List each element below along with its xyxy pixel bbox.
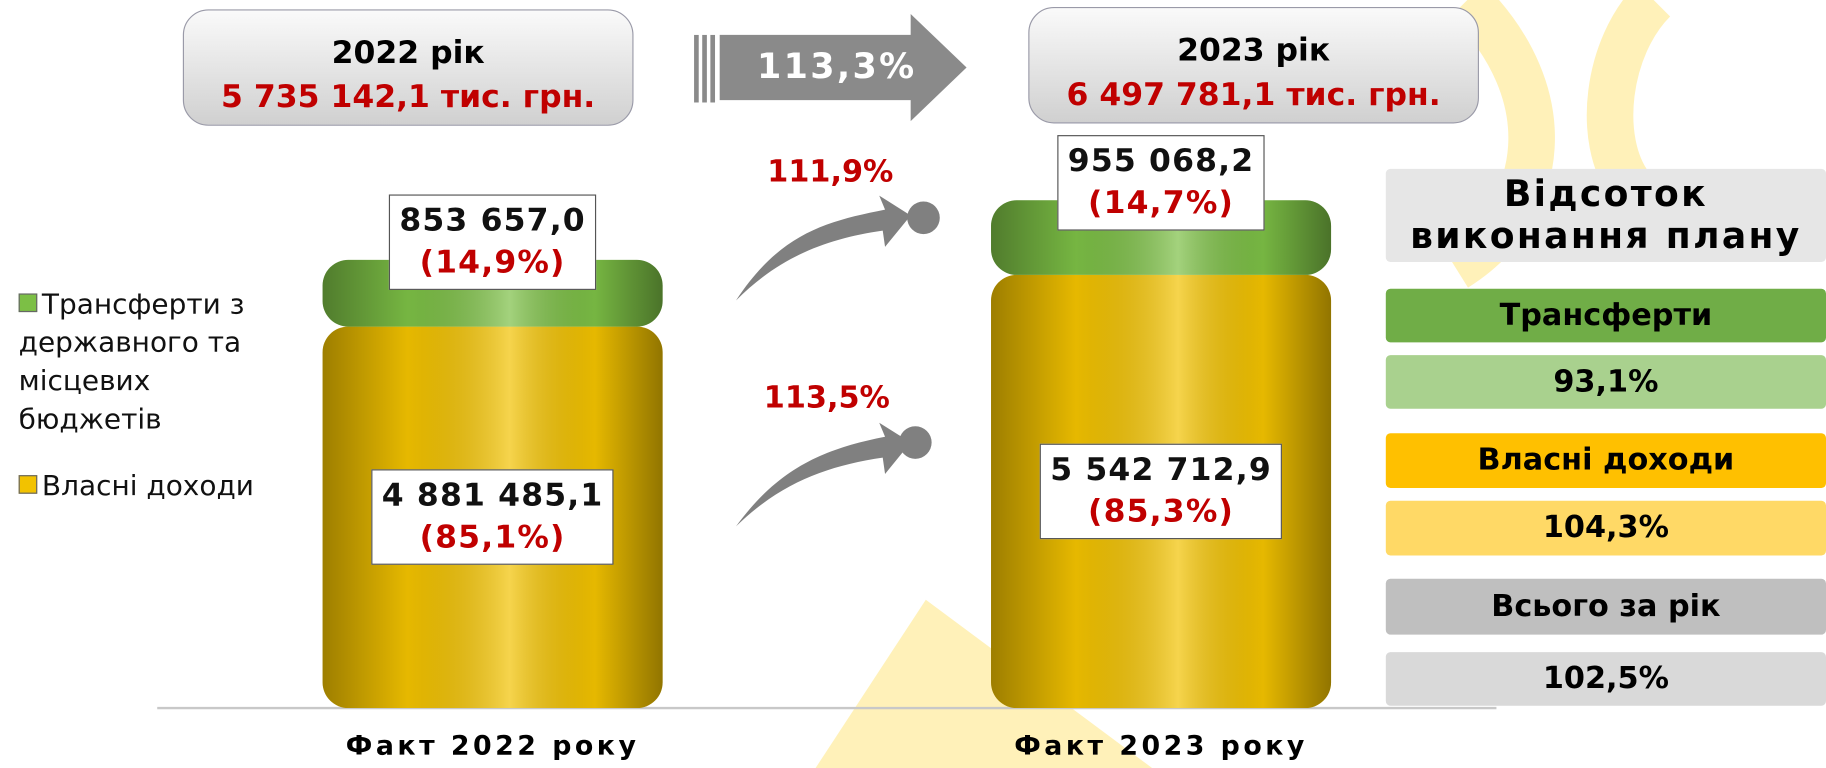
- legend-label: Власні доходи: [41, 469, 254, 502]
- curved-arrow: [735, 195, 940, 527]
- total-box: 2022 рік 5 735 142,1 тис. грн.: [182, 9, 634, 126]
- value-label-box: 853 657,0 (14,9%): [388, 194, 597, 291]
- share-label: (14,7%): [1088, 185, 1235, 222]
- x-tick-label: Факт 2022 року: [345, 731, 640, 762]
- share-label: (85,3%): [1088, 493, 1235, 530]
- background-decor: [815, 599, 1153, 768]
- growth-arrow: [694, 13, 967, 122]
- plan-item-name: Трансферти: [1385, 288, 1826, 343]
- value-label-box: 4 881 485,1 (85,1%): [371, 469, 614, 566]
- plan-item-value: 104,3%: [1385, 500, 1826, 556]
- value-label-box: 955 068,2 (14,7%): [1057, 135, 1265, 231]
- value-label: 4 881 485,1: [381, 477, 604, 514]
- plan-item-name: Власні доходи: [1385, 433, 1826, 488]
- legend-label: Трансферти з державного та місцевих бюдж…: [18, 287, 245, 436]
- total-box: 2023 рік 6 497 781,1 тис. грн.: [1028, 6, 1479, 124]
- legend-marker: [18, 475, 38, 494]
- plan-item-value: 102,5%: [1385, 652, 1826, 706]
- plan-title: Відсоток виконання плану: [1385, 168, 1826, 263]
- x-tick-label: Факт 2023 року: [1014, 731, 1308, 762]
- plan-item-name: Всього за рік: [1385, 578, 1826, 635]
- total-label: 5 735 142,1 тис. грн.: [221, 79, 596, 116]
- year-label: 2023 рік: [1177, 32, 1331, 69]
- value-label: 955 068,2: [1067, 143, 1255, 180]
- legend-marker: [18, 293, 38, 313]
- plan-item-value: 93,1%: [1385, 355, 1826, 409]
- growth-total: 113,3%: [756, 46, 917, 88]
- value-label-box: 5 542 712,9 (85,3%): [1039, 443, 1283, 540]
- legend-item: Власні доходи: [18, 467, 254, 505]
- value-label: 5 542 712,9: [1050, 451, 1272, 488]
- value-label: 853 657,0: [399, 202, 586, 239]
- growth-label: 111,9%: [767, 154, 894, 190]
- legend-item: Трансферти з державного та місцевих бюдж…: [18, 285, 269, 439]
- share-label: (85,1%): [419, 519, 566, 556]
- share-label: (14,9%): [419, 244, 566, 281]
- total-label: 6 497 781,1 тис. грн.: [1066, 76, 1441, 113]
- year-label: 2022 рік: [331, 34, 485, 72]
- growth-label: 113,5%: [763, 380, 890, 416]
